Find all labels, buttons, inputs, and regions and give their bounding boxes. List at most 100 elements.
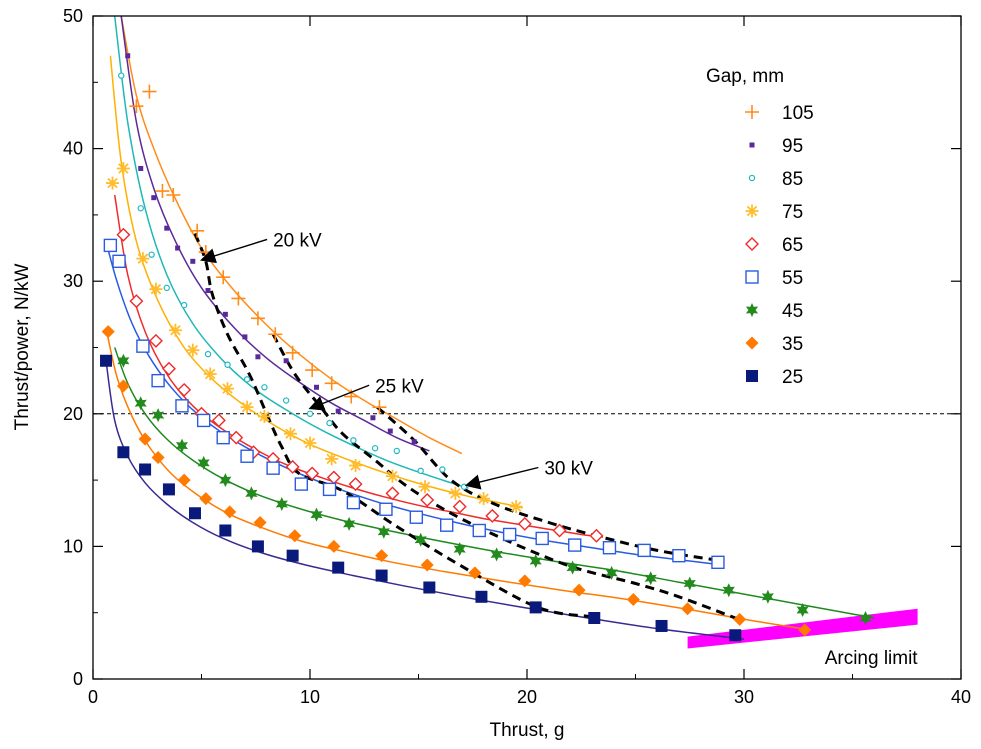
data-point — [375, 569, 388, 582]
data-point — [310, 507, 323, 522]
data-point — [453, 542, 466, 557]
data-point — [672, 548, 686, 563]
data-point — [151, 373, 165, 388]
legend-marker — [745, 105, 759, 119]
data-point — [125, 53, 131, 59]
annotation-label: 30 kV — [544, 458, 593, 479]
data-point — [242, 334, 248, 340]
legend-label: 65 — [782, 235, 803, 256]
data-point — [722, 583, 735, 598]
legend-label: 95 — [782, 136, 803, 157]
data-point — [177, 473, 191, 487]
data-point — [151, 451, 165, 465]
data-point — [350, 437, 357, 444]
data-point — [139, 463, 152, 476]
data-point — [798, 623, 812, 637]
data-point — [255, 354, 261, 360]
legend-item-45: 45 — [745, 301, 803, 322]
data-point — [655, 619, 668, 632]
legend-marker — [745, 237, 759, 251]
x-tick-label: 40 — [951, 687, 971, 707]
data-point — [129, 99, 144, 114]
data-point — [229, 430, 244, 445]
data-point — [529, 601, 542, 614]
data-point — [101, 325, 115, 339]
data-point — [117, 353, 130, 368]
legend-marker — [745, 336, 759, 350]
data-point — [164, 225, 170, 231]
data-point — [409, 510, 424, 524]
y-tick-label: 30 — [63, 271, 83, 291]
data-point — [552, 523, 567, 538]
fit-curve-25 — [105, 360, 745, 640]
data-point — [136, 339, 150, 353]
data-point — [387, 428, 393, 434]
data-point — [100, 354, 113, 367]
data-point — [152, 408, 165, 423]
data-point — [275, 497, 288, 511]
y-tick-label: 0 — [73, 669, 83, 689]
data-point — [375, 549, 389, 563]
data-point — [205, 287, 211, 293]
legend-item-85: 85 — [748, 169, 803, 190]
data-point — [211, 413, 226, 428]
data-point — [151, 195, 157, 201]
data-point — [161, 361, 176, 376]
data-point — [452, 499, 467, 514]
legend-label: 25 — [782, 367, 803, 388]
data-point — [283, 358, 289, 364]
series-25 — [100, 354, 742, 642]
legend: Gap, mm 105 95 85 75 65 55 45 35 25 — [706, 66, 814, 388]
voltage-line-30-kv — [376, 406, 723, 563]
legend-marker — [745, 204, 759, 218]
data-point — [393, 447, 400, 455]
annotation-arrow — [308, 384, 370, 411]
x-tick-label: 0 — [88, 687, 98, 707]
data-point — [224, 361, 231, 368]
x-tick-label: 10 — [300, 687, 320, 707]
legend-label: 45 — [782, 301, 803, 322]
data-point — [243, 376, 251, 383]
legend-title: Gap, mm — [706, 66, 784, 87]
data-point — [326, 470, 341, 485]
data-point — [155, 184, 170, 199]
data-point — [116, 227, 131, 242]
data-point — [346, 495, 361, 510]
annotation-label: 20 kV — [273, 230, 322, 251]
y-axis-title: Thrust/power, N/kW — [12, 264, 33, 431]
data-point — [490, 547, 503, 562]
data-point — [190, 258, 196, 264]
data-point — [348, 477, 363, 492]
data-point — [216, 430, 230, 445]
data-point — [118, 72, 125, 79]
data-point — [250, 311, 265, 326]
data-point — [137, 205, 144, 212]
series-75 — [106, 161, 523, 514]
data-point — [460, 483, 468, 490]
series-55 — [103, 238, 725, 570]
legend-marker — [745, 270, 759, 284]
voltage-line-20-kv — [193, 232, 593, 619]
data-point — [423, 581, 436, 594]
legend-label: 85 — [782, 169, 803, 190]
data-point — [420, 558, 434, 572]
legend-marker — [746, 370, 758, 382]
data-point — [535, 531, 549, 546]
data-point — [163, 284, 170, 292]
data-point — [509, 500, 523, 514]
data-point — [266, 461, 280, 475]
data-point — [683, 576, 696, 591]
data-point — [377, 524, 390, 539]
data-point — [116, 161, 130, 175]
data-point — [385, 469, 399, 483]
data-point — [148, 333, 163, 348]
fit-curve-105 — [120, 16, 463, 455]
series-105 — [129, 84, 387, 415]
y-tick-label: 40 — [63, 139, 83, 159]
data-point — [231, 291, 246, 306]
data-point — [605, 565, 618, 580]
data-point — [112, 254, 126, 269]
legend-marker — [749, 142, 755, 148]
data-point — [268, 327, 283, 342]
legend-label: 75 — [782, 202, 803, 223]
